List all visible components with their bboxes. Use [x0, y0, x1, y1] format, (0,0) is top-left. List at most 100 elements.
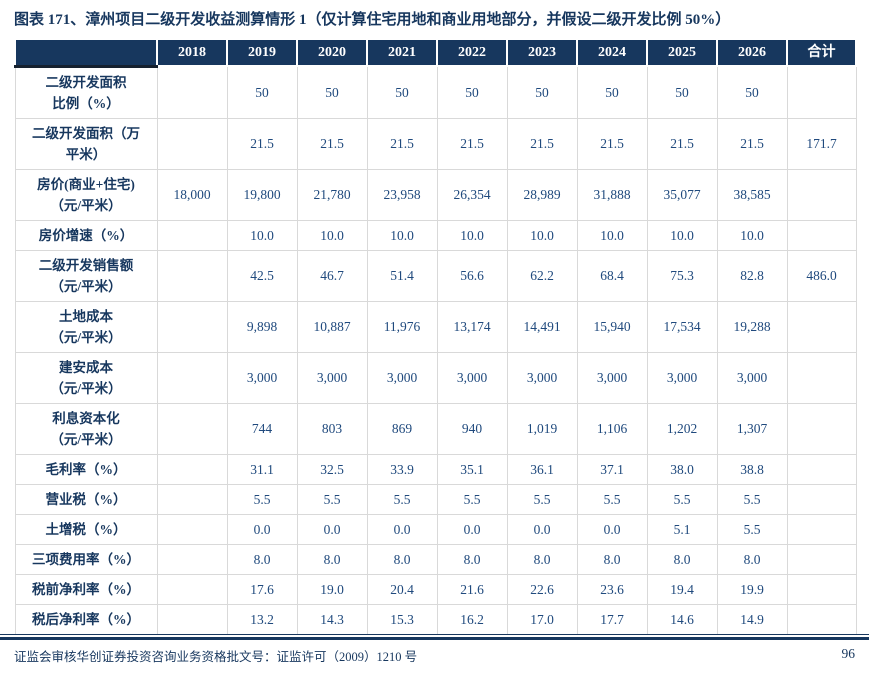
value-cell: 744 — [226, 402, 298, 455]
value-cell: 22.6 — [506, 573, 578, 605]
value-cell: 5.5 — [646, 483, 718, 515]
value-cell: 10.0 — [436, 219, 508, 251]
value-cell: 1,307 — [716, 402, 788, 455]
value-cell: 10.0 — [576, 219, 648, 251]
value-cell: 1,019 — [506, 402, 578, 455]
table-row: 营业税（%） 5.5 5.5 5.5 5.5 5.5 5.5 5.5 5.5 — [14, 483, 857, 515]
value-cell: 8.0 — [296, 543, 368, 575]
row-label-line: 二级开发销售额 — [38, 257, 134, 273]
value-cell — [786, 168, 857, 221]
value-cell: 8.0 — [226, 543, 298, 575]
value-cell — [156, 65, 228, 119]
value-cell — [786, 65, 857, 119]
value-cell: 21.5 — [576, 117, 648, 170]
value-cell: 8.0 — [506, 543, 578, 575]
value-cell: 75.3 — [646, 249, 718, 302]
value-cell: 16.2 — [436, 603, 508, 635]
value-cell: 26,354 — [436, 168, 508, 221]
row-label: 营业税（%） — [14, 483, 158, 515]
table-header-row: 2018 2019 2020 2021 2022 2023 2024 2025 2026 合计 — [14, 38, 857, 68]
value-cell: 5.1 — [646, 513, 718, 545]
table-row: 房价(商业+住宅) （元/平米） 18,000 19,800 21,780 23,958 2… — [14, 168, 857, 221]
value-cell: 10.0 — [716, 219, 788, 251]
value-cell: 13.2 — [226, 603, 298, 635]
row-label: 二级开发销售额 （元/平米） — [14, 249, 158, 302]
row-label-line: 税前净利率（%） — [32, 581, 140, 597]
value-cell: 486.0 — [786, 249, 857, 302]
value-cell: 21.5 — [646, 117, 718, 170]
row-label: 毛利率（%） — [14, 453, 158, 485]
value-cell: 3,000 — [576, 351, 648, 404]
value-cell: 3,000 — [436, 351, 508, 404]
row-label-line: 利息资本化 — [52, 410, 120, 426]
table-row: 三项费用率（%） 8.0 8.0 8.0 8.0 8.0 8.0 8.0 8.0 — [14, 543, 857, 575]
value-cell — [786, 513, 857, 545]
value-cell: 1,106 — [576, 402, 648, 455]
value-cell: 940 — [436, 402, 508, 455]
value-cell: 32.5 — [296, 453, 368, 485]
value-cell: 38,585 — [716, 168, 788, 221]
row-label-line: 平米） — [65, 146, 107, 162]
value-cell — [156, 351, 228, 404]
value-cell: 19,800 — [226, 168, 298, 221]
value-cell: 36.1 — [506, 453, 578, 485]
value-cell: 5.5 — [366, 483, 438, 515]
value-cell: 14,491 — [506, 300, 578, 353]
row-label-line: 二级开发面积（万 — [32, 125, 140, 141]
value-cell: 3,000 — [296, 351, 368, 404]
value-cell: 38.8 — [716, 453, 788, 485]
value-cell: 19.0 — [296, 573, 368, 605]
value-cell: 10.0 — [366, 219, 438, 251]
value-cell: 82.8 — [716, 249, 788, 302]
row-label-line: 土增税（%） — [45, 521, 127, 537]
table-row: 税后净利率（%） 13.2 14.3 15.3 16.2 17.0 17.7 14.6 14.9 — [14, 603, 857, 635]
value-cell — [786, 603, 857, 635]
value-cell: 8.0 — [576, 543, 648, 575]
value-cell: 21.5 — [436, 117, 508, 170]
table-row: 利息资本化 （元/平米） 744 803 869 940 1,019 1,106 1,202 1,… — [14, 402, 857, 455]
value-cell: 21.5 — [366, 117, 438, 170]
table-row: 土增税（%） 0.0 0.0 0.0 0.0 0.0 0.0 5.1 5.5 — [14, 513, 857, 545]
total-column-header: 合计 — [786, 38, 857, 67]
value-cell: 31,888 — [576, 168, 648, 221]
row-label: 利息资本化 （元/平米） — [14, 402, 158, 455]
value-cell — [156, 513, 228, 545]
value-cell — [786, 483, 857, 515]
value-cell: 17.7 — [576, 603, 648, 635]
value-cell: 0.0 — [576, 513, 648, 545]
value-cell: 11,976 — [366, 300, 438, 353]
value-cell: 21.5 — [506, 117, 578, 170]
row-label-line: 比例（%） — [52, 95, 120, 111]
value-cell: 14.3 — [296, 603, 368, 635]
value-cell: 8.0 — [366, 543, 438, 575]
value-cell: 33.9 — [366, 453, 438, 485]
value-cell: 3,000 — [716, 351, 788, 404]
year-column-header: 2022 — [436, 38, 508, 67]
value-cell: 38.0 — [646, 453, 718, 485]
row-label: 土地成本 （元/平米） — [14, 300, 158, 353]
row-label-line: 房价增速（%） — [38, 227, 134, 243]
value-cell: 5.5 — [576, 483, 648, 515]
value-cell: 15,940 — [576, 300, 648, 353]
value-cell: 5.5 — [716, 483, 788, 515]
row-label: 建安成本 （元/平米） — [14, 351, 158, 404]
value-cell: 51.4 — [366, 249, 438, 302]
value-cell: 3,000 — [646, 351, 718, 404]
year-column-header: 2025 — [646, 38, 718, 67]
value-cell — [156, 249, 228, 302]
year-column-header: 2026 — [716, 38, 788, 67]
value-cell — [786, 351, 857, 404]
value-cell: 8.0 — [716, 543, 788, 575]
footer-divider — [0, 634, 869, 640]
value-cell: 10.0 — [226, 219, 298, 251]
row-label-line: 税后净利率（%） — [32, 611, 140, 627]
table-row: 二级开发销售额 （元/平米） 42.5 46.7 51.4 56.6 62.2 68.4 75.… — [14, 249, 857, 302]
row-label: 二级开发面积 比例（%） — [14, 65, 158, 119]
value-cell: 14.9 — [716, 603, 788, 635]
row-label-line: （元/平米） — [50, 431, 122, 447]
year-column-header: 2023 — [506, 38, 578, 67]
table-row: 房价增速（%） 10.0 10.0 10.0 10.0 10.0 10.0 10.0 10.0 — [14, 219, 857, 251]
value-cell: 28,989 — [506, 168, 578, 221]
row-label: 房价(商业+住宅) （元/平米） — [14, 168, 158, 221]
